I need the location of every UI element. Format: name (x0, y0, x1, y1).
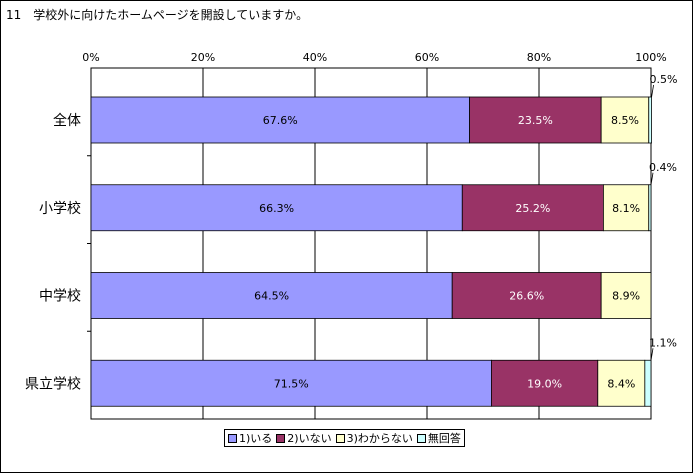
data-label: 8.9% (612, 290, 640, 303)
x-tick-label: 60% (415, 51, 439, 64)
data-label: 1.1% (649, 336, 677, 349)
data-label: 19.0% (527, 377, 562, 390)
data-label: 66.3% (259, 202, 294, 215)
data-label: 71.5% (274, 377, 309, 390)
bar-segment (644, 359, 652, 407)
bar-segment (597, 359, 646, 407)
legend-swatch (276, 433, 286, 443)
bar-segment (603, 184, 650, 232)
data-label: 23.5% (518, 114, 553, 127)
bar-segment (648, 96, 652, 144)
data-label: 67.6% (263, 114, 298, 127)
data-label: 0.5% (650, 73, 678, 86)
chart-legend: 1)いる 2)いない 3)わからない 無回答 (224, 429, 465, 447)
legend-item: 無回答 (416, 430, 461, 446)
leader-line (650, 172, 654, 185)
leader-line (650, 348, 654, 361)
legend-swatch (416, 433, 426, 443)
legend-label: 無回答 (427, 432, 461, 445)
data-label: 8.1% (612, 202, 640, 215)
chart-title: 11 学校外に向けたホームページを開設していますか。 (6, 8, 309, 22)
bar-segment (648, 184, 652, 232)
category-label: 小学校 (39, 200, 81, 217)
legend-swatch (335, 433, 345, 443)
leader-line (651, 84, 654, 98)
category-label: 県立学校 (25, 375, 81, 392)
data-label: 8.4% (607, 377, 635, 390)
bar-segment (451, 272, 602, 319)
bar-segment (90, 272, 453, 319)
category-label: 全体 (53, 112, 81, 129)
legend-item: 3)わからない (335, 430, 413, 446)
bar-segment (461, 184, 604, 232)
bar-segment (90, 184, 463, 232)
bar-segment (600, 272, 652, 319)
bar-segment (90, 96, 470, 144)
legend-swatch (228, 433, 237, 443)
data-label: 8.5% (611, 114, 639, 127)
data-label: 64.5% (254, 290, 289, 303)
data-label: 25.2% (515, 202, 550, 215)
x-tick-label: 100% (635, 51, 666, 64)
x-tick-label: 80% (527, 51, 551, 64)
category-label: 中学校 (39, 288, 81, 305)
legend-item: 2)いない (276, 430, 332, 446)
data-label: 26.6% (509, 290, 544, 303)
x-tick-label: 40% (303, 51, 327, 64)
bar-segment (469, 96, 602, 144)
bar-segment (90, 359, 492, 407)
legend-label: 2)いない (287, 432, 332, 445)
bar-segment (600, 96, 650, 144)
legend-label: 3)わからない (346, 432, 413, 445)
legend-label: 1)いる (239, 432, 273, 445)
x-tick-label: 0% (82, 51, 99, 64)
legend-item: 1)いる (228, 430, 272, 446)
x-tick-label: 20% (191, 51, 215, 64)
data-label: 0.4% (649, 161, 677, 174)
bar-segment (490, 359, 599, 407)
